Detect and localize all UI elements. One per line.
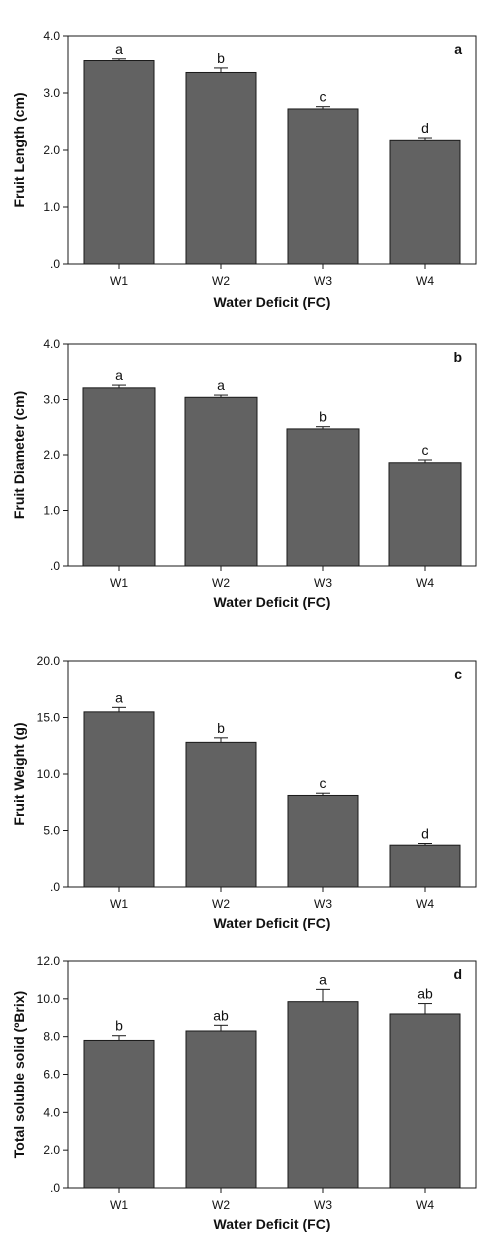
bar xyxy=(83,60,155,265)
y-tick-label: 4.0 xyxy=(43,337,60,351)
x-tick-label: W3 xyxy=(314,1198,332,1212)
bar xyxy=(389,1013,461,1189)
chart-panel-b: .0 1.0 2.0 3.0 4.0 a W1 a W2 b W3 c W4 b Water Deficit… xyxy=(0,318,498,620)
significance-label: c xyxy=(422,442,429,458)
y-tick-label: 8.0 xyxy=(43,1030,60,1044)
y-tick-label: 6.0 xyxy=(43,1068,60,1082)
y-axis-title: Fruit Length (cm) xyxy=(11,92,27,207)
y-tick-label: .0 xyxy=(50,257,60,271)
significance-label: a xyxy=(115,41,123,57)
significance-label: b xyxy=(319,409,327,425)
significance-label: d xyxy=(421,825,429,841)
y-axis-title: Fruit Weight (g) xyxy=(11,722,27,825)
y-tick-label: 4.0 xyxy=(43,1105,60,1119)
x-axis-title: Water Deficit (FC) xyxy=(214,915,331,931)
y-axis-title: Total soluble solid (ºBrix) xyxy=(11,991,27,1158)
panel-label: b xyxy=(453,349,462,365)
significance-label: c xyxy=(320,89,327,105)
bar xyxy=(185,741,257,888)
y-tick-label: .0 xyxy=(50,880,60,894)
significance-label: a xyxy=(319,971,327,987)
x-tick-label: W3 xyxy=(314,576,332,590)
bar xyxy=(185,71,257,265)
chart-panel-d: .0 2.0 4.0 6.0 8.0 10.0 12.0 b W1 ab W2 a W3 ab W4 d Wat… xyxy=(0,935,498,1249)
y-tick-label: 1.0 xyxy=(43,504,60,518)
significance-label: b xyxy=(217,50,225,66)
x-axis-title: Water Deficit (FC) xyxy=(214,594,331,610)
x-axis-title: Water Deficit (FC) xyxy=(214,294,331,310)
x-tick-label: W4 xyxy=(416,1198,434,1212)
y-tick-label: 3.0 xyxy=(43,86,60,100)
y-tick-label: 5.0 xyxy=(43,824,60,838)
bar xyxy=(185,1030,257,1189)
x-tick-label: W4 xyxy=(416,274,434,288)
x-tick-label: W3 xyxy=(314,897,332,911)
x-axis-title: Water Deficit (FC) xyxy=(214,1216,331,1232)
panel-label: a xyxy=(454,41,462,57)
fruit-length-chart: .0 1.0 2.0 3.0 4.0 a W1 b W2 c W3 d W4 a Water Deficit… xyxy=(11,29,477,310)
bar xyxy=(82,387,156,567)
chart-panel-c: .0 5.0 10.0 15.0 20.0 a W1 b W2 c W3 d W4 c Water Defi… xyxy=(0,620,498,935)
significance-label: b xyxy=(115,1018,123,1034)
panel-label: c xyxy=(454,666,462,682)
total-soluble-solid-chart: .0 2.0 4.0 6.0 8.0 10.0 12.0 b W1 ab W2 a W3 ab W4 d Wat… xyxy=(11,954,477,1232)
significance-label: ab xyxy=(417,986,433,1002)
significance-label: a xyxy=(115,367,123,383)
panel-label: d xyxy=(453,966,462,982)
y-tick-label: 10.0 xyxy=(37,992,61,1006)
y-axis-title: Fruit Diameter (cm) xyxy=(11,391,27,519)
bar xyxy=(389,139,461,265)
bar xyxy=(389,844,461,888)
significance-label: a xyxy=(115,689,123,705)
x-tick-label: W2 xyxy=(212,576,230,590)
x-tick-label: W1 xyxy=(110,576,128,590)
significance-label: d xyxy=(421,120,429,136)
y-tick-label: .0 xyxy=(50,559,60,573)
fruit-diameter-chart: .0 1.0 2.0 3.0 4.0 a W1 a W2 b W3 c W4 b Water Deficit… xyxy=(11,337,477,610)
significance-label: b xyxy=(217,720,225,736)
y-tick-label: 1.0 xyxy=(43,200,60,214)
x-tick-label: W1 xyxy=(110,897,128,911)
chart-panel-a: .0 1.0 2.0 3.0 4.0 a W1 b W2 c W3 d W4 a Water Deficit… xyxy=(0,0,498,318)
x-tick-label: W2 xyxy=(212,1198,230,1212)
bar xyxy=(184,396,258,567)
y-tick-label: 12.0 xyxy=(37,954,61,968)
x-tick-label: W4 xyxy=(416,897,434,911)
y-tick-label: 10.0 xyxy=(37,767,61,781)
bar xyxy=(83,1039,155,1189)
x-tick-label: W3 xyxy=(314,274,332,288)
bar xyxy=(388,462,462,567)
bar xyxy=(287,1001,359,1189)
bar xyxy=(287,794,359,888)
y-tick-label: .0 xyxy=(50,1181,60,1195)
x-tick-label: W2 xyxy=(212,897,230,911)
y-tick-label: 20.0 xyxy=(37,654,61,668)
bar xyxy=(83,711,155,888)
y-tick-label: 3.0 xyxy=(43,393,60,407)
significance-label: ab xyxy=(213,1007,229,1023)
fruit-weight-chart: .0 5.0 10.0 15.0 20.0 a W1 b W2 c W3 d W4 c Water Defi… xyxy=(11,654,477,931)
y-tick-label: 2.0 xyxy=(43,448,60,462)
bar xyxy=(286,428,360,567)
x-tick-label: W1 xyxy=(110,274,128,288)
y-tick-label: 2.0 xyxy=(43,143,60,157)
y-tick-label: 15.0 xyxy=(37,711,61,725)
significance-label: a xyxy=(217,377,225,393)
x-tick-label: W2 xyxy=(212,274,230,288)
y-tick-label: 4.0 xyxy=(43,29,60,43)
x-tick-label: W4 xyxy=(416,576,434,590)
y-tick-label: 2.0 xyxy=(43,1143,60,1157)
x-tick-label: W1 xyxy=(110,1198,128,1212)
significance-label: c xyxy=(320,775,327,791)
bar xyxy=(287,108,359,265)
